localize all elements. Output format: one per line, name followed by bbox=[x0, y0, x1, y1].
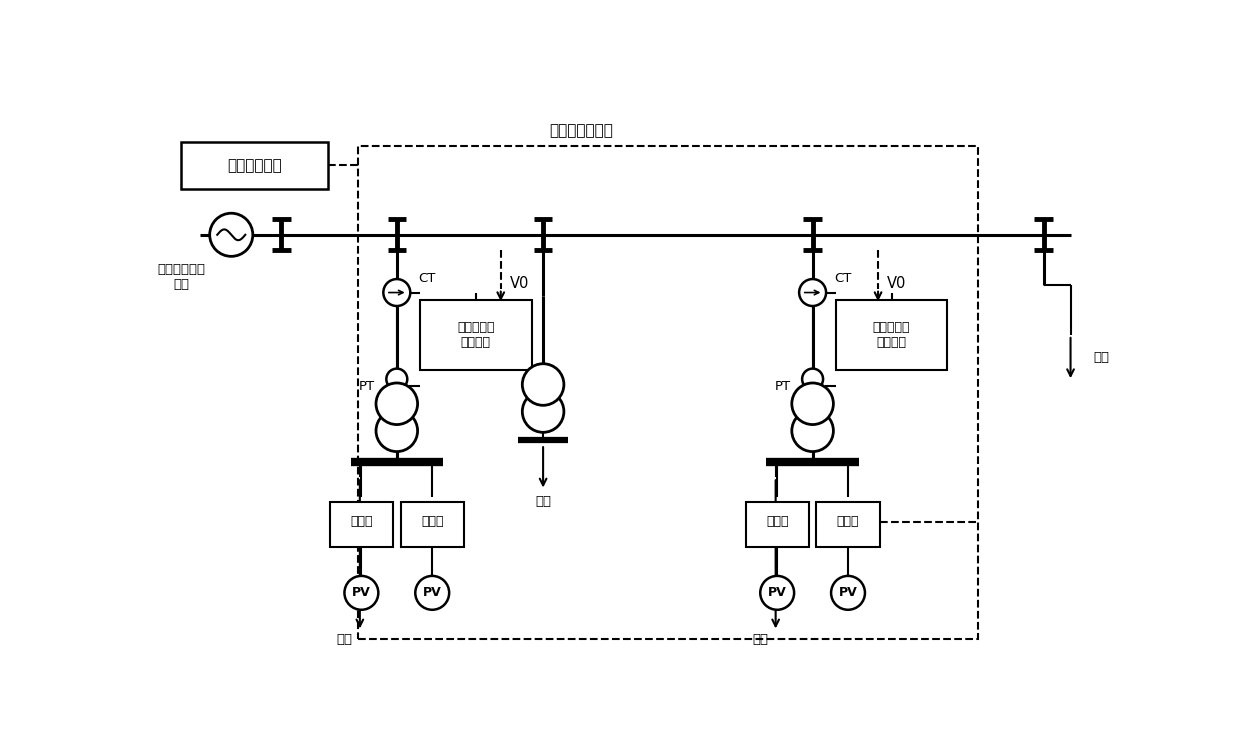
Circle shape bbox=[376, 383, 418, 425]
Bar bbox=[358, 146, 978, 639]
Text: PV: PV bbox=[768, 586, 786, 599]
Circle shape bbox=[387, 368, 407, 390]
Circle shape bbox=[792, 383, 833, 425]
Bar bbox=[745, 502, 808, 547]
Text: PT: PT bbox=[360, 380, 376, 393]
Text: 逆变器: 逆变器 bbox=[420, 515, 444, 528]
Text: 逆变器: 逆变器 bbox=[350, 515, 373, 528]
Text: CT: CT bbox=[835, 272, 852, 285]
Text: V0: V0 bbox=[888, 276, 906, 291]
Text: V0: V0 bbox=[510, 276, 529, 291]
Text: 变电站低压侧
母线: 变电站低压侧 母线 bbox=[157, 263, 205, 291]
Circle shape bbox=[387, 383, 407, 404]
Text: 与控制终端通信: 与控制终端通信 bbox=[549, 124, 614, 138]
Circle shape bbox=[345, 576, 378, 610]
Text: PT: PT bbox=[775, 380, 791, 393]
Text: PV: PV bbox=[838, 586, 857, 599]
Bar bbox=[401, 502, 464, 547]
Bar bbox=[330, 502, 393, 547]
Text: PV: PV bbox=[352, 586, 371, 599]
Text: 分布式光伏
控制终端: 分布式光伏 控制终端 bbox=[873, 321, 910, 349]
Text: 逆变器: 逆变器 bbox=[837, 515, 859, 528]
Text: 分布式光伏
控制终端: 分布式光伏 控制终端 bbox=[458, 321, 495, 349]
Bar bbox=[420, 300, 532, 370]
Bar bbox=[181, 143, 327, 189]
Bar bbox=[816, 502, 879, 547]
Circle shape bbox=[799, 279, 826, 306]
Circle shape bbox=[831, 576, 866, 610]
Circle shape bbox=[802, 368, 823, 390]
Circle shape bbox=[522, 364, 564, 405]
Text: 智能采集装置: 智能采集装置 bbox=[227, 158, 281, 173]
Circle shape bbox=[210, 213, 253, 257]
Text: 负荷: 负荷 bbox=[753, 632, 769, 645]
Circle shape bbox=[376, 410, 418, 452]
Text: PV: PV bbox=[423, 586, 441, 599]
Circle shape bbox=[802, 383, 823, 404]
Circle shape bbox=[522, 391, 564, 432]
Circle shape bbox=[415, 576, 449, 610]
Text: 负荷: 负荷 bbox=[336, 632, 352, 645]
Text: CT: CT bbox=[418, 272, 435, 285]
Text: 负荷: 负荷 bbox=[1094, 352, 1110, 365]
Circle shape bbox=[760, 576, 794, 610]
Circle shape bbox=[383, 279, 410, 306]
Bar bbox=[836, 300, 947, 370]
Text: 负荷: 负荷 bbox=[536, 496, 551, 509]
Circle shape bbox=[792, 410, 833, 452]
Text: 逆变器: 逆变器 bbox=[766, 515, 789, 528]
